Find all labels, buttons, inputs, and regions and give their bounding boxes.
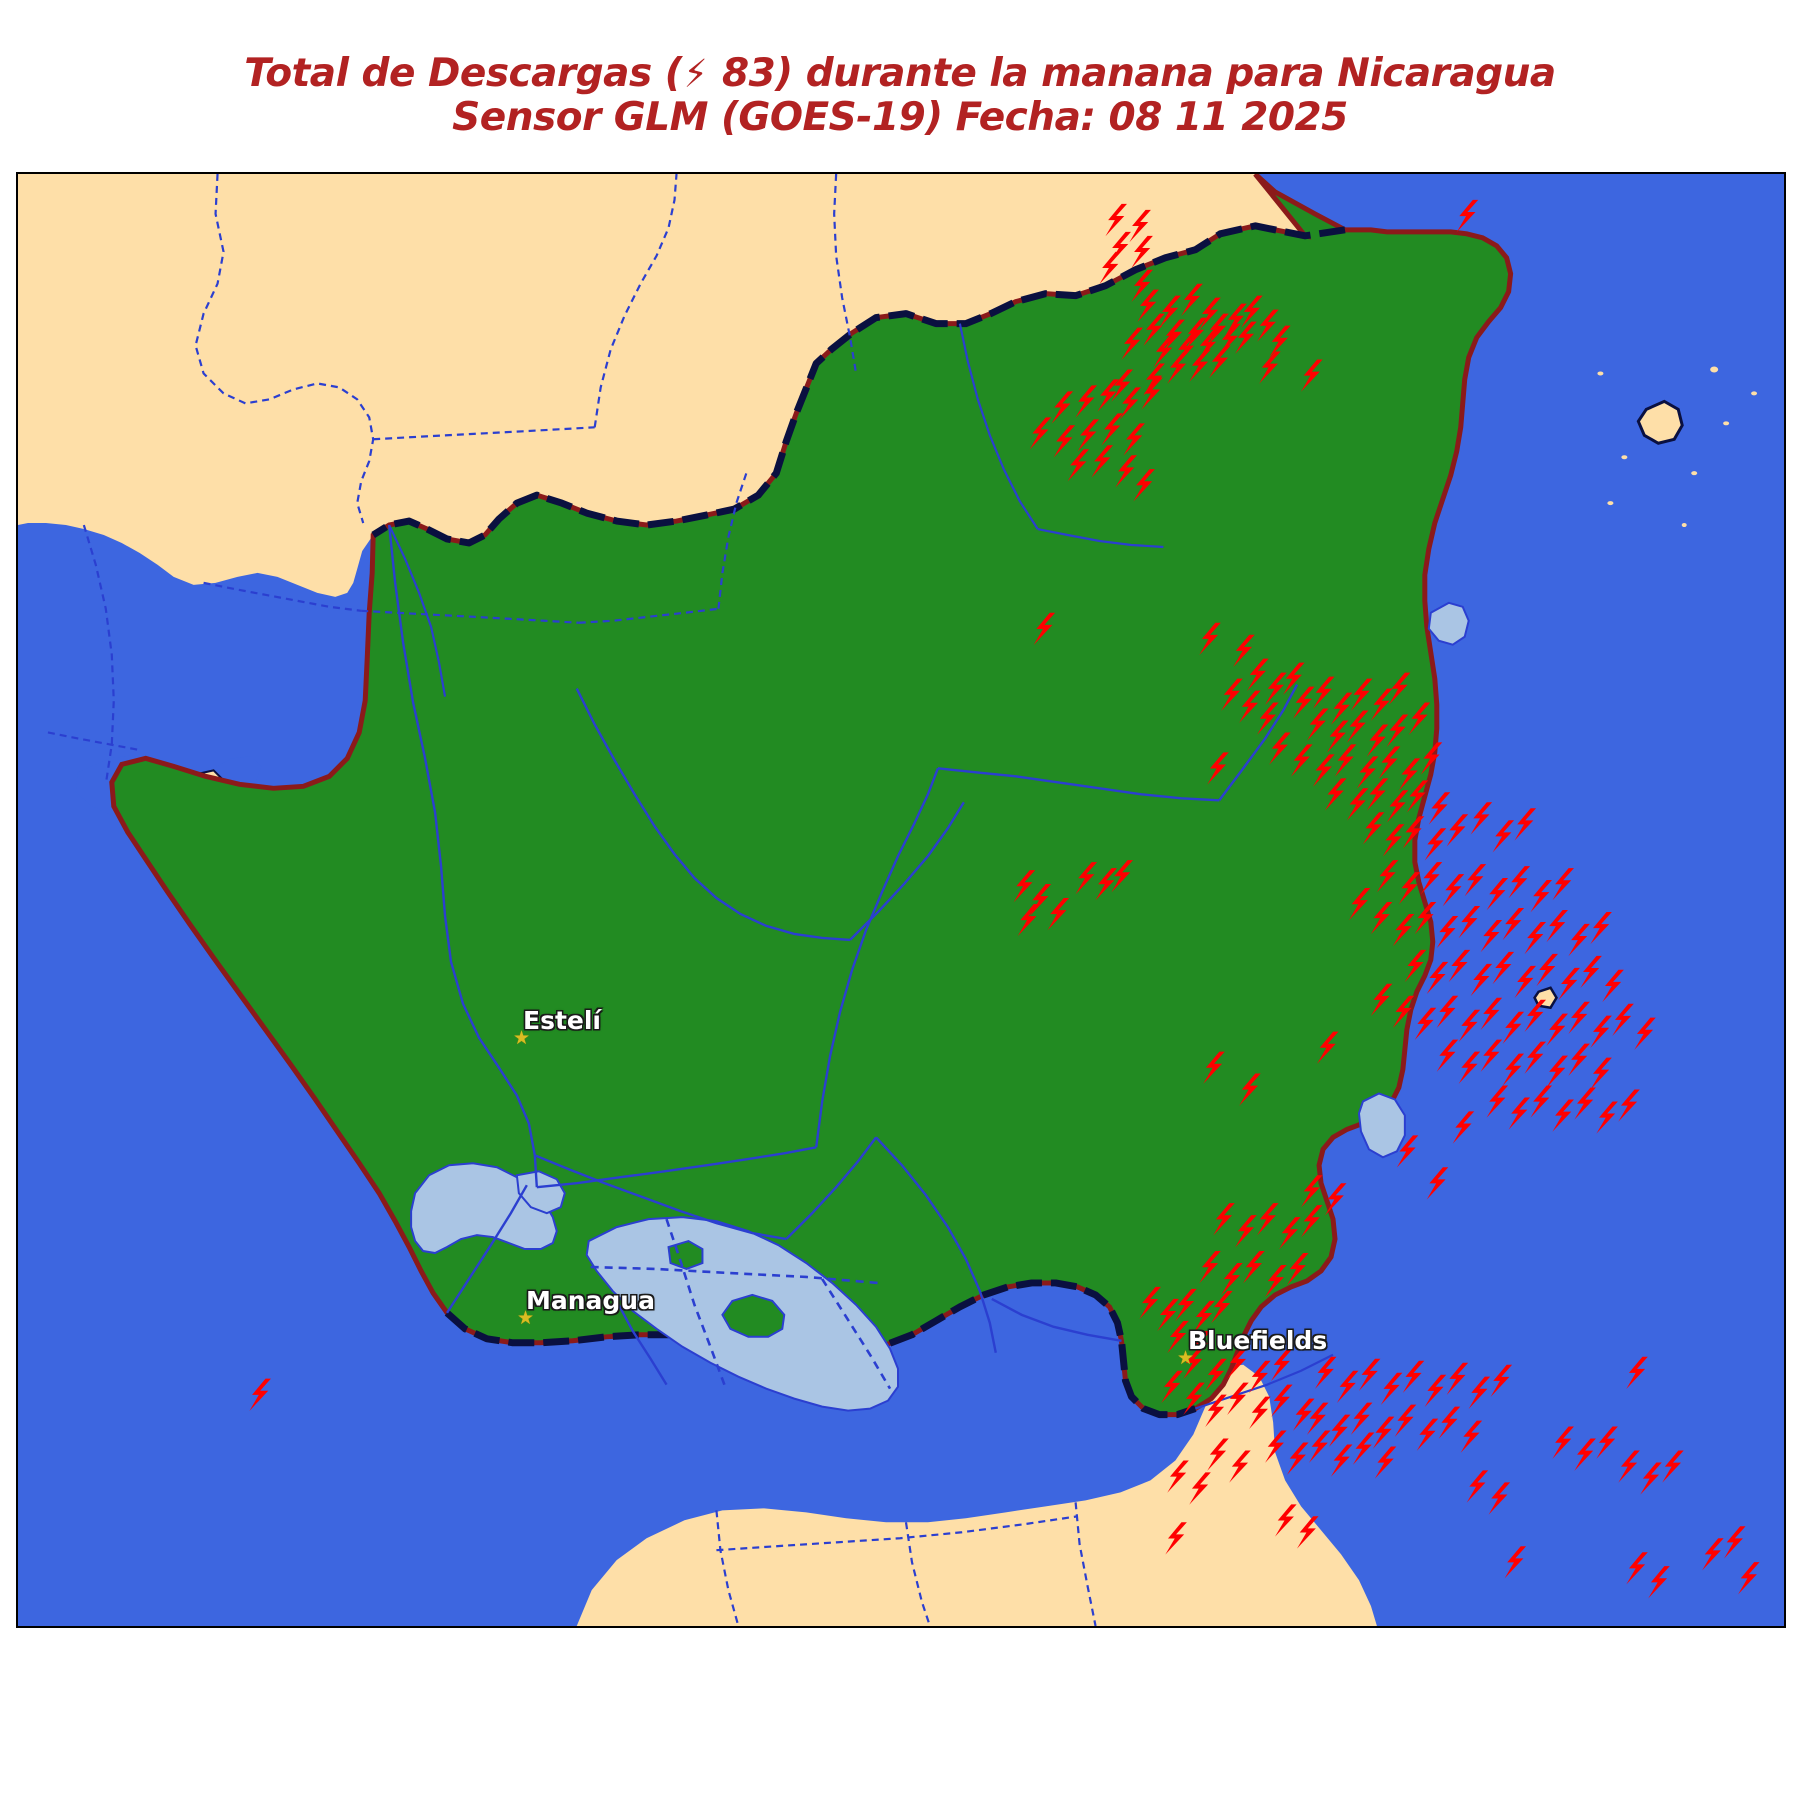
map-canvas[interactable]: Estelí Managua Bluefields <box>16 172 1786 1628</box>
title-line-1: Total de Descargas (⚡ 83) durante la man… <box>0 51 1800 97</box>
lagoon-caribbean <box>1427 601 1470 646</box>
lake-managua-lobe <box>515 1170 566 1215</box>
admin-boundaries-over-lakes <box>590 1218 892 1390</box>
island-ometepe <box>721 1293 786 1338</box>
title-line-2: Sensor GLM (GOES-19) Fecha: 08 11 2025 <box>452 94 1348 140</box>
map-title-block: Total de Descargas (⚡ 83) durante la man… <box>0 52 1800 139</box>
national-border-nicaragua <box>371 222 1346 547</box>
lagoon-bluefields <box>1357 1092 1406 1159</box>
title-count-suffix: 83) durante la manana para Nicaragua <box>708 51 1556 96</box>
cays-group <box>1597 366 1758 528</box>
island-zapatera <box>667 1239 704 1271</box>
landmass-honduras <box>18 174 1345 597</box>
admin-boundaries-nicaragua <box>387 524 1299 1386</box>
landmass-costa-rica <box>576 1364 1377 1626</box>
lightning-icon: ⚡ <box>684 52 707 97</box>
title-prefix: Total de Descargas ( <box>244 51 683 96</box>
island-corn <box>1636 399 1684 445</box>
pacific-coast-accent <box>112 805 449 1315</box>
map-graphics <box>18 174 1784 1626</box>
national-border-south <box>444 1279 1197 1419</box>
admin-boundaries-neighbours <box>47 174 1097 1626</box>
